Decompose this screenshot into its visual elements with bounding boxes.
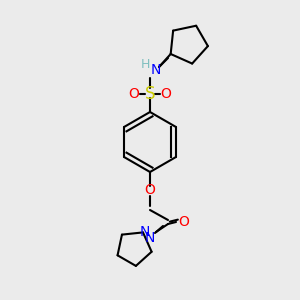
Text: H: H: [140, 58, 150, 71]
Text: O: O: [145, 183, 155, 197]
Text: N: N: [151, 63, 161, 77]
Text: O: O: [129, 87, 140, 101]
Text: S: S: [145, 85, 155, 103]
Text: N: N: [145, 231, 155, 245]
Text: O: O: [178, 215, 189, 229]
Text: O: O: [160, 87, 171, 101]
Text: N: N: [140, 225, 150, 239]
